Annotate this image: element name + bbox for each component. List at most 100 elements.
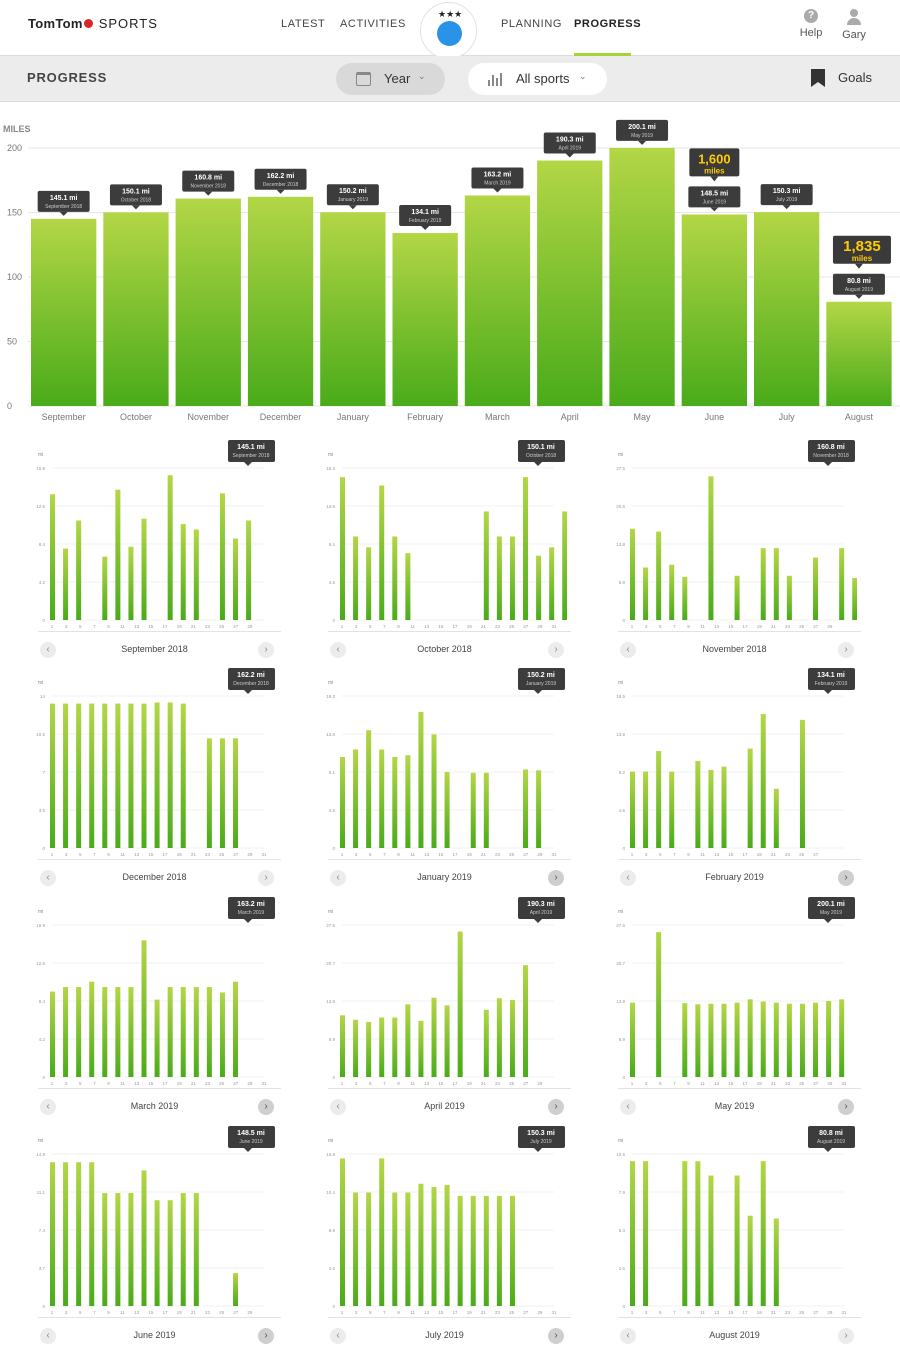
day-bar[interactable] [340,1015,345,1077]
bar-february[interactable] [392,233,458,406]
day-bar[interactable] [102,987,108,1077]
day-bar[interactable] [141,940,147,1077]
day-bar[interactable] [418,1183,424,1306]
day-bar[interactable] [643,1161,649,1306]
day-bar[interactable] [483,1195,489,1306]
day-bar[interactable] [682,1003,688,1077]
day-bar[interactable] [695,760,701,848]
day-bar[interactable] [167,475,173,620]
day-bar[interactable] [562,511,567,620]
day-bar[interactable] [392,1192,398,1306]
previous-month-button[interactable]: ‹ [40,870,56,886]
day-bar[interactable] [669,564,675,620]
next-month-button[interactable]: › [838,1328,854,1344]
day-bar[interactable] [63,1162,69,1306]
previous-month-button[interactable]: ‹ [620,1328,636,1344]
day-bar[interactable] [496,998,502,1077]
day-bar[interactable] [379,749,385,848]
day-bar[interactable] [470,1195,476,1306]
next-month-button[interactable]: › [838,642,854,658]
day-bar[interactable] [457,1195,463,1306]
day-bar[interactable] [630,1002,635,1077]
day-bar[interactable] [115,987,121,1077]
day-bar[interactable] [233,738,239,848]
day-bar[interactable] [630,528,635,620]
day-bar[interactable] [340,477,345,620]
day-bar[interactable] [379,1017,385,1077]
day-bar[interactable] [549,547,555,620]
day-bar[interactable] [773,788,779,848]
day-bar[interactable] [431,997,437,1077]
profile-avatar-button[interactable]: ★★★ [420,2,477,59]
day-bar[interactable] [483,1009,489,1077]
day-bar[interactable] [708,476,714,620]
day-bar[interactable] [102,556,108,620]
day-bar[interactable] [353,1192,359,1306]
day-bar[interactable] [379,1158,385,1306]
day-bar[interactable] [496,1195,502,1306]
next-month-button[interactable]: › [258,1099,274,1115]
day-bar[interactable] [418,711,424,848]
day-bar[interactable] [89,703,95,848]
tomtom-sports-logo[interactable]: TomTom SPORTS [28,16,158,31]
day-bar[interactable] [734,1002,740,1077]
day-bar[interactable] [180,1193,186,1306]
day-bar[interactable] [154,1200,160,1306]
day-bar[interactable] [154,999,160,1077]
day-bar[interactable] [708,1175,714,1306]
next-month-button[interactable]: › [838,870,854,886]
bar-june[interactable] [681,214,747,406]
day-bar[interactable] [50,1162,55,1306]
day-bar[interactable] [431,1187,437,1306]
day-bar[interactable] [721,766,727,848]
day-bar[interactable] [353,536,359,620]
day-bar[interactable] [366,1192,372,1306]
day-bar[interactable] [734,575,740,620]
day-bar[interactable] [50,703,55,848]
day-bar[interactable] [233,981,239,1077]
day-bar[interactable] [233,1273,239,1306]
day-bar[interactable] [747,1215,753,1306]
day-bar[interactable] [483,772,489,848]
next-month-button[interactable]: › [548,870,564,886]
day-bar[interactable] [206,738,212,848]
day-bar[interactable] [128,987,134,1077]
day-bar[interactable] [128,1193,134,1306]
next-month-button[interactable]: › [258,1328,274,1344]
day-bar[interactable] [353,1019,359,1077]
day-bar[interactable] [366,730,372,848]
bar-august[interactable] [826,301,892,406]
day-bar[interactable] [496,536,502,620]
day-bar[interactable] [483,511,489,620]
day-bar[interactable] [786,575,792,620]
day-bar[interactable] [708,769,714,848]
help-button[interactable]: ? Help [798,9,824,39]
day-bar[interactable] [141,518,147,620]
day-bar[interactable] [405,1004,411,1077]
previous-month-button[interactable]: ‹ [40,642,56,658]
user-menu-button[interactable]: Gary [840,9,868,41]
day-bar[interactable] [523,965,529,1077]
next-month-button[interactable]: › [548,1328,564,1344]
day-bar[interactable] [786,1003,792,1077]
day-bar[interactable] [813,557,819,620]
day-bar[interactable] [76,1162,82,1306]
day-bar[interactable] [708,1003,714,1077]
day-bar[interactable] [392,1017,398,1077]
day-bar[interactable] [193,1193,199,1306]
sport-select[interactable]: All sports ⌄ [468,63,607,95]
day-bar[interactable] [379,485,385,620]
day-bar[interactable] [366,1021,372,1077]
bar-may[interactable] [609,147,675,406]
day-bar[interactable] [431,734,437,848]
day-bar[interactable] [219,493,225,620]
day-bar[interactable] [76,987,82,1077]
day-bar[interactable] [695,1161,701,1306]
day-bar[interactable] [457,931,463,1077]
day-bar[interactable] [799,1003,805,1077]
bar-december[interactable] [247,196,314,406]
day-bar[interactable] [50,991,55,1077]
day-bar[interactable] [246,520,252,620]
day-bar[interactable] [721,1003,727,1077]
day-bar[interactable] [115,703,121,848]
